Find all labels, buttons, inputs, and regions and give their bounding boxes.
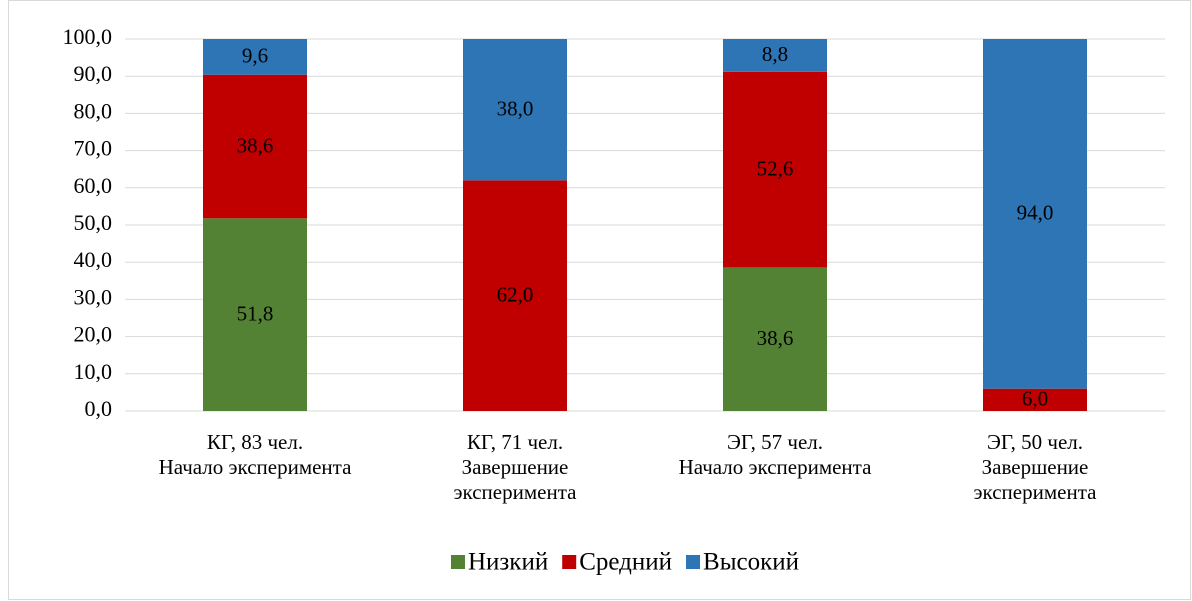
x-tick-label: КГ, 83 чел. Начало эксперимента: [158, 430, 352, 479]
data-label: 38,0: [497, 96, 534, 120]
legend-swatch: [686, 555, 701, 569]
y-tick-label: 80,0: [74, 98, 113, 123]
legend-label: Средний: [579, 549, 672, 576]
x-tick-label: ЭГ, 57 чел. Начало эксперимента: [678, 430, 872, 479]
y-tick-label: 100,0: [63, 24, 113, 49]
y-tick-label: 40,0: [74, 247, 113, 272]
data-label: 6,0: [1022, 387, 1048, 411]
data-label: 62,0: [497, 282, 534, 306]
data-label: 9,6: [242, 44, 268, 68]
y-tick-label: 50,0: [74, 210, 113, 235]
data-label: 52,6: [757, 156, 794, 180]
bar-segment: [983, 388, 1087, 411]
bar-segment: [203, 39, 307, 75]
bar-segment: [203, 74, 307, 219]
x-tick-label: КГ, 71 чел. Завершение эксперимента: [453, 430, 577, 504]
y-tick-label: 10,0: [74, 359, 113, 384]
bar-segment: [723, 267, 827, 411]
data-label: 94,0: [1017, 201, 1054, 225]
bar-segment: [723, 71, 827, 268]
bar-segment: [463, 180, 567, 411]
legend-label: Высокий: [703, 549, 799, 576]
legend-swatch: [450, 555, 465, 569]
y-tick-label: 70,0: [74, 136, 113, 161]
legend-label: Низкий: [468, 549, 548, 576]
bar-segment: [983, 39, 1087, 389]
data-label: 38,6: [757, 326, 794, 350]
y-tick-label: 20,0: [74, 322, 113, 347]
y-tick-label: 90,0: [74, 61, 113, 86]
y-tick-label: 60,0: [74, 173, 113, 198]
data-label: 51,8: [237, 301, 274, 325]
data-label: 8,8: [762, 42, 788, 66]
legend-swatch: [562, 555, 577, 569]
bar-segment: [203, 218, 307, 411]
x-tick-label: ЭГ, 50 чел. Завершение эксперимента: [973, 430, 1097, 504]
y-tick-label: 0,0: [85, 396, 113, 421]
bar-segment: [463, 39, 567, 181]
y-tick-label: 30,0: [74, 284, 113, 309]
data-label: 38,6: [237, 133, 274, 157]
bar-segment: [723, 39, 827, 72]
